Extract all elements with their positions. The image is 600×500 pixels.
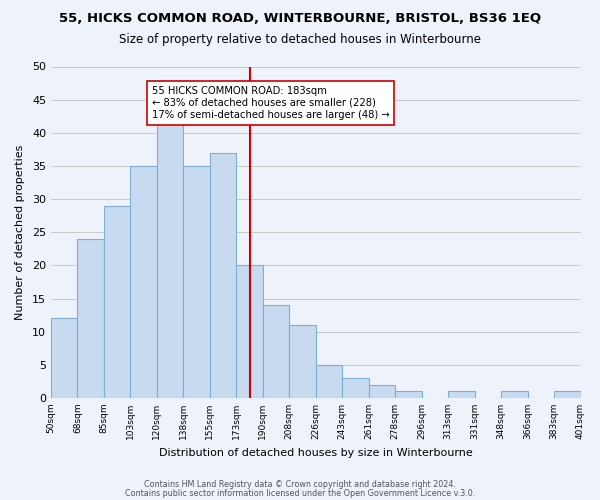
Bar: [51, 318, 77, 398]
Bar: [368, 384, 395, 398]
Bar: [316, 365, 342, 398]
Text: Size of property relative to detached houses in Winterbourne: Size of property relative to detached ho…: [119, 32, 481, 46]
Bar: [130, 166, 157, 398]
Bar: [395, 392, 422, 398]
Bar: [77, 239, 104, 398]
Text: 55 HICKS COMMON ROAD: 183sqm
← 83% of detached houses are smaller (228)
17% of s: 55 HICKS COMMON ROAD: 183sqm ← 83% of de…: [152, 86, 389, 120]
Bar: [289, 325, 316, 398]
Text: 55, HICKS COMMON ROAD, WINTERBOURNE, BRISTOL, BS36 1EQ: 55, HICKS COMMON ROAD, WINTERBOURNE, BRI…: [59, 12, 541, 26]
Bar: [554, 392, 581, 398]
X-axis label: Distribution of detached houses by size in Winterbourne: Distribution of detached houses by size …: [159, 448, 473, 458]
Bar: [263, 305, 289, 398]
Bar: [104, 206, 130, 398]
Bar: [210, 152, 236, 398]
Bar: [157, 120, 184, 398]
Y-axis label: Number of detached properties: Number of detached properties: [15, 144, 25, 320]
Bar: [184, 166, 210, 398]
Text: Contains public sector information licensed under the Open Government Licence v.: Contains public sector information licen…: [125, 488, 475, 498]
Bar: [448, 392, 475, 398]
Text: Contains HM Land Registry data © Crown copyright and database right 2024.: Contains HM Land Registry data © Crown c…: [144, 480, 456, 489]
Bar: [342, 378, 368, 398]
Bar: [236, 266, 263, 398]
Bar: [501, 392, 527, 398]
